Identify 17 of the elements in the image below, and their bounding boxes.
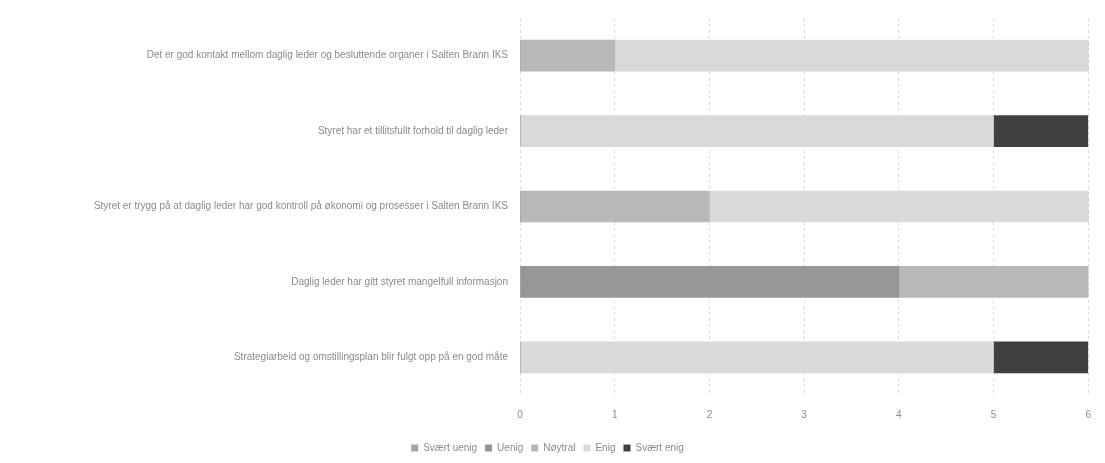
- x-tick-label: 4: [896, 408, 903, 420]
- x-tick-label: 3: [801, 408, 808, 420]
- y-tick-label: Styret har et tillitsfullt forhold til daglig leder: [317, 124, 509, 136]
- legend-label: Svært uenig: [423, 441, 478, 453]
- y-tick-label: Styret er trygg på at daglig leder har god kontroll på økonomi og prosesser i Salten Brann IKS: [93, 200, 509, 212]
- legend-label: Uenig: [497, 441, 524, 453]
- x-tick-label: 2: [706, 408, 713, 420]
- x-tick-label: 6: [1085, 408, 1092, 420]
- y-tick-label: Strategiarbeid og omstillingsplan blir fulgt opp på en god måte: [233, 351, 509, 363]
- y-tick-label: Daglig leder har gitt styret mangelfull informasjon: [291, 275, 508, 287]
- legend-label: Nøytral: [543, 441, 576, 453]
- y-tick-label: Det er god kontakt mellom daglig leder og besluttende organer i Salten Brann IKS: [146, 49, 509, 61]
- legend-label: Svært enig: [635, 441, 684, 453]
- x-tick-label: 5: [990, 408, 997, 420]
- x-tick-label: 1: [611, 408, 618, 420]
- x-tick-label: 0: [517, 408, 524, 420]
- legend-label: Enig: [595, 441, 616, 453]
